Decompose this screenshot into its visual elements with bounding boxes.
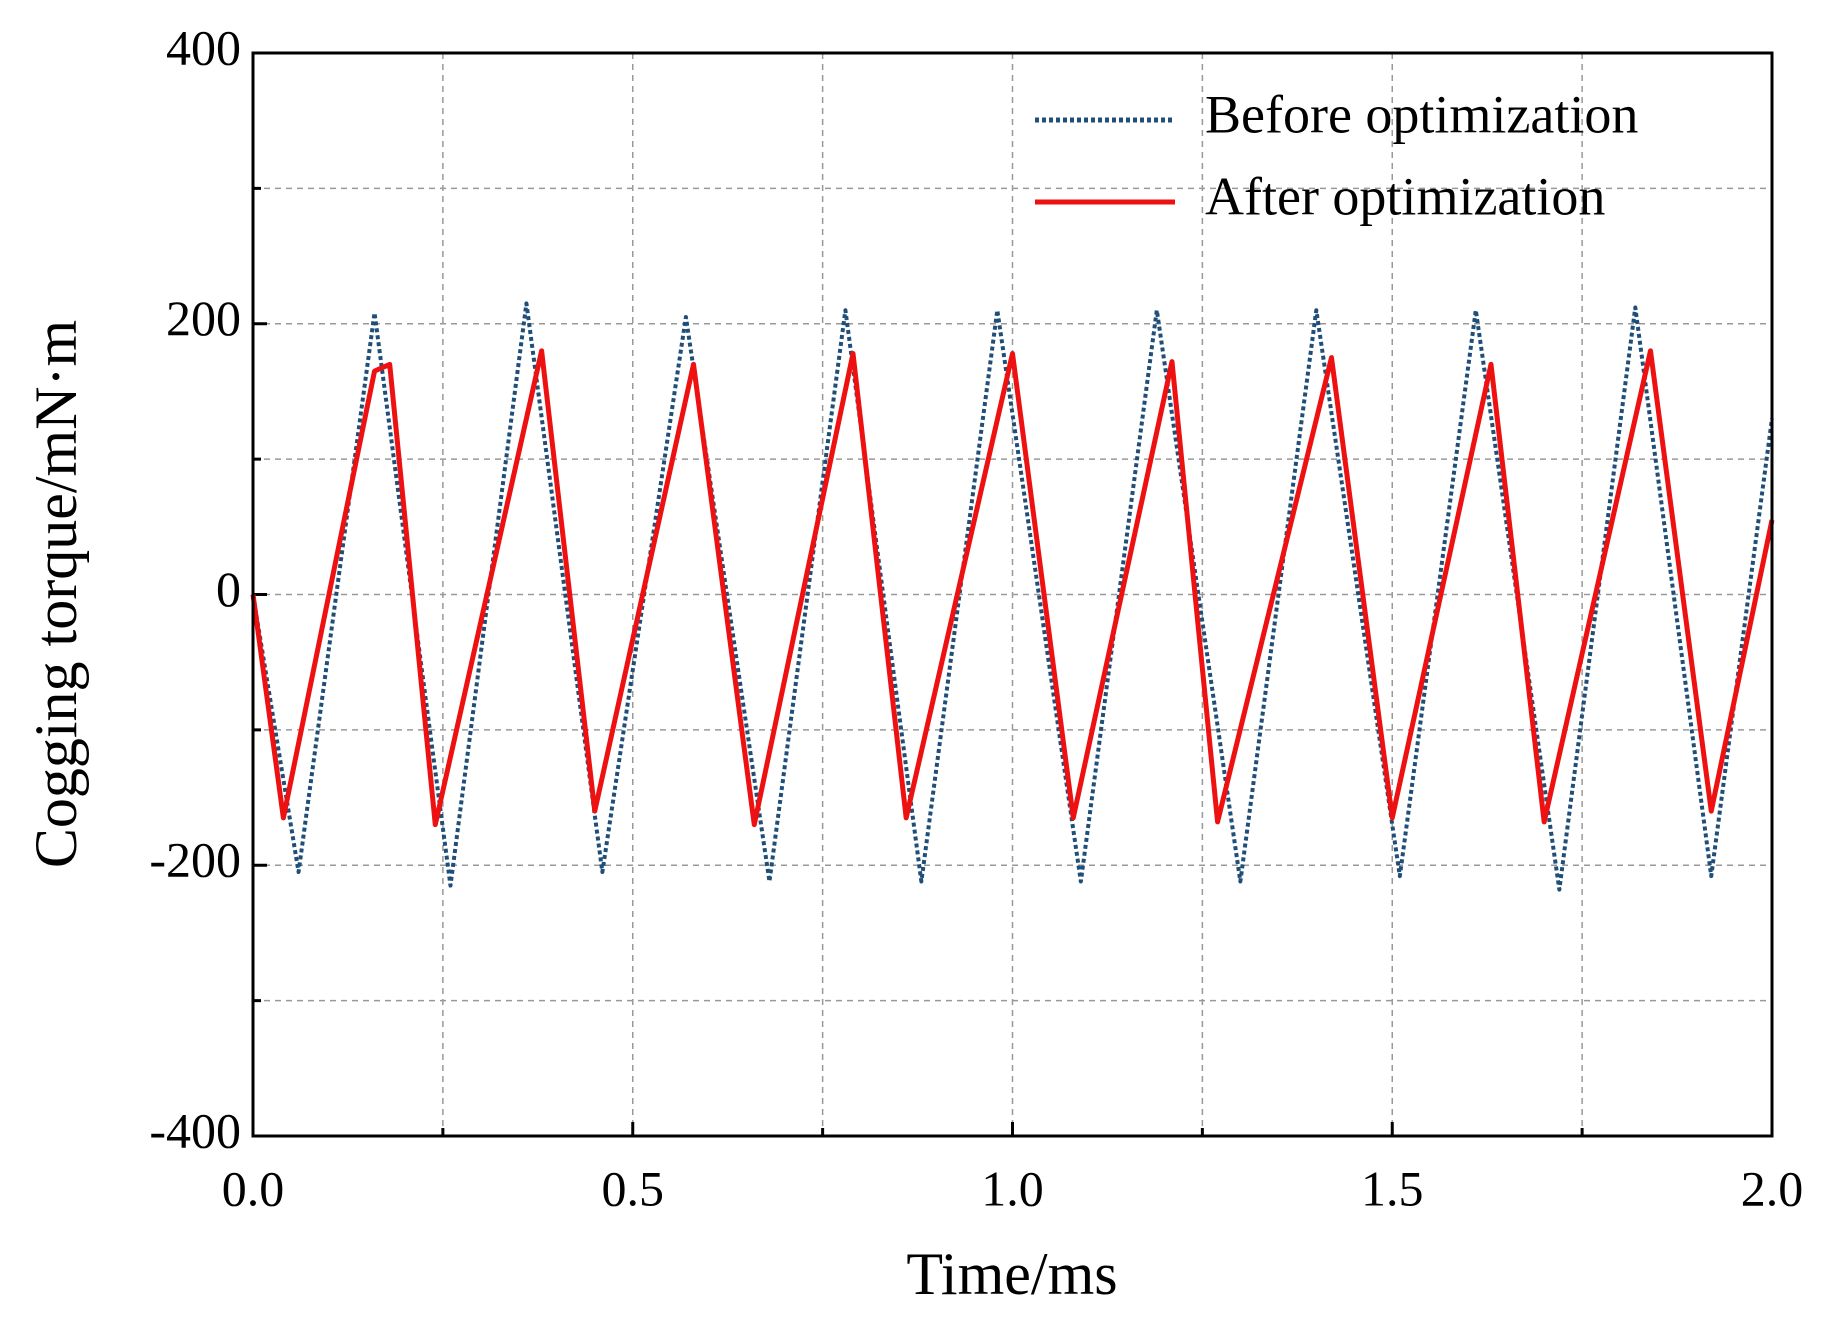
plot-frame <box>251 51 1774 1138</box>
y-tick-label: -400 <box>149 1102 241 1158</box>
x-tick-label: 1.0 <box>981 1160 1044 1216</box>
y-axis-label: Cogging torque/mN·m <box>23 320 89 868</box>
y-tick-label: 0 <box>216 561 241 617</box>
legend-label: After optimization <box>1205 166 1605 226</box>
y-tick-label: -200 <box>149 832 241 888</box>
x-axis-label: Time/ms <box>906 1241 1117 1307</box>
x-tick-label: 0.0 <box>222 1160 285 1216</box>
x-tick-label: 1.5 <box>1361 1160 1424 1216</box>
x-tick-label: 0.5 <box>602 1160 665 1216</box>
y-tick-label: 400 <box>166 19 241 75</box>
data-line <box>250 348 1775 828</box>
y-tick-label: 200 <box>166 290 241 346</box>
x-tick-label: 2.0 <box>1741 1160 1804 1216</box>
legend-label: Before optimization <box>1205 84 1638 144</box>
